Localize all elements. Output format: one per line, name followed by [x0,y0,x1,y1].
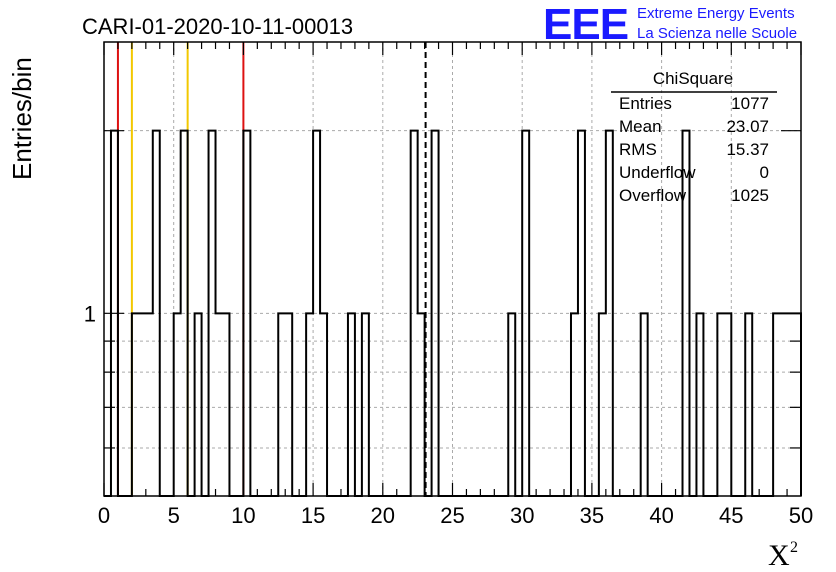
stats-box: ChiSquare Entries 1077 Mean 23.07 RMS 15.37 Un… [611,69,777,205]
reference-lines [116,42,427,496]
x-tick-label: 50 [789,503,813,528]
stats-label: Overflow [619,186,687,205]
stats-value: 15.37 [726,140,769,159]
x-tick-label: 40 [649,503,673,528]
histogram-series [104,129,802,497]
x-axis-label-base: X [768,539,790,572]
y-tick-labels: 1 [84,301,96,326]
logo-line-1: Extreme Energy Events [637,5,795,22]
x-tick-label: 45 [719,503,743,528]
eee-logo: EEE Extreme Energy Events La Scienza nel… [543,0,797,49]
stats-title: ChiSquare [653,69,733,88]
stats-label: Mean [619,117,662,136]
x-axis-label-superscript: 2 [790,539,798,556]
x-tick-label: 20 [371,503,395,528]
logo-line-2: La Scienza nelle Scuole [637,25,797,42]
x-tick-label: 15 [301,503,325,528]
chart-title: CARI-01-2020-10-11-00013 [82,14,353,39]
stats-value: 23.07 [726,117,769,136]
x-tick-label: 0 [98,503,110,528]
x-tick-labels: 0 5 10 15 20 25 30 35 40 45 50 [98,503,813,528]
axis-ticks [103,42,802,496]
stats-value: 0 [760,163,769,182]
x-axis-label: X 2 [768,539,798,572]
logo-mark: EEE [543,0,628,49]
y-axis-label: Entries/bin [7,57,37,180]
stats-value: 1077 [731,94,769,113]
stats-value: 1025 [731,186,769,205]
x-tick-label: 30 [510,503,534,528]
stats-label: Underflow [619,163,696,182]
stats-label: Entries [619,94,672,113]
x-tick-label: 35 [580,503,604,528]
y-tick-label: 1 [84,301,96,326]
x-tick-label: 25 [440,503,464,528]
x-tick-label: 5 [168,503,180,528]
x-tick-label: 10 [231,503,255,528]
stats-label: RMS [619,140,657,159]
